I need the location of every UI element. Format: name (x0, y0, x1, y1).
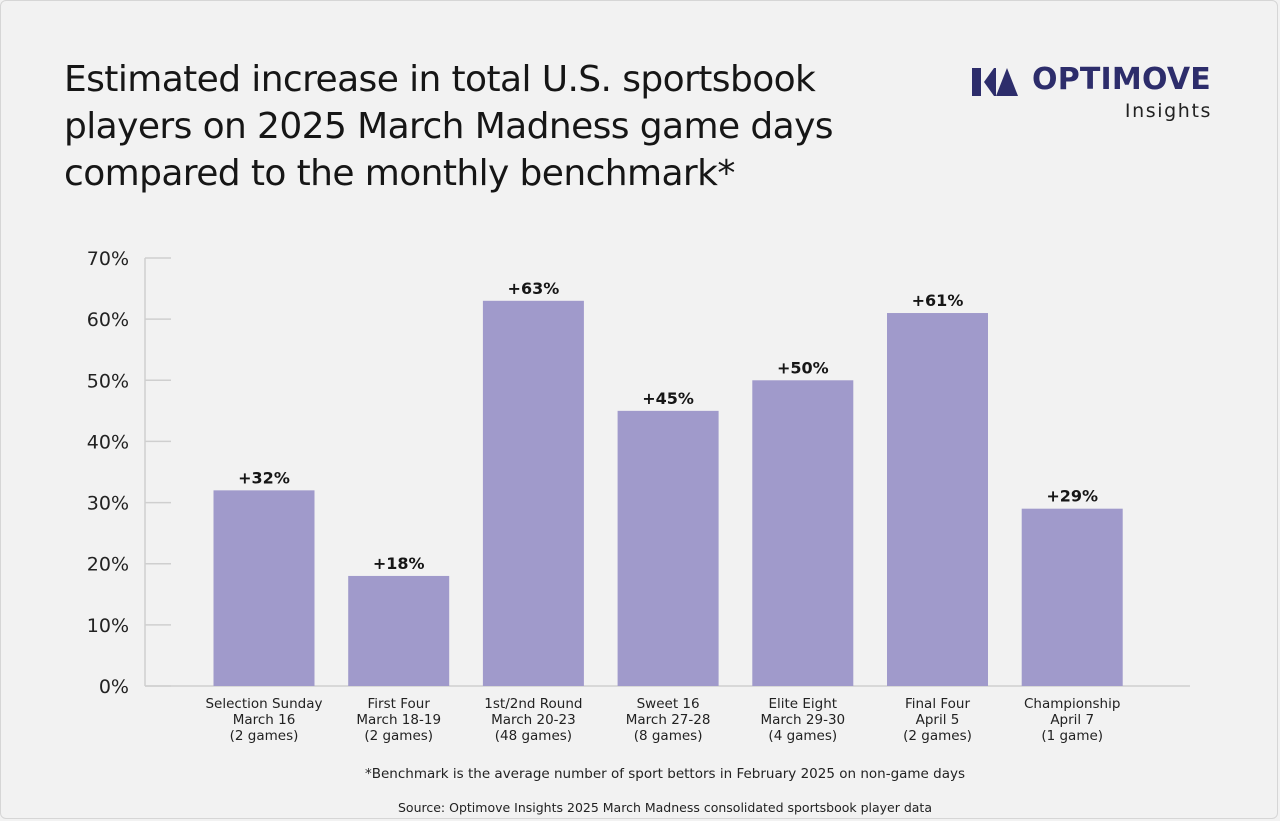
x-tick-label: March 20-23 (491, 712, 576, 728)
logo-sub-text: Insights (1124, 100, 1212, 122)
x-tick-label: Final Four (905, 696, 971, 712)
source-footnote: Source: Optimove Insights 2025 March Mad… (398, 800, 932, 815)
benchmark-footnote: *Benchmark is the average number of spor… (364, 766, 966, 782)
y-tick-label: 10% (87, 615, 129, 637)
y-tick-label: 70% (87, 248, 129, 270)
bar (348, 575, 450, 686)
bar (887, 313, 988, 686)
bar-chart: 0% 10% 20% 30% 40% 50% 60% 70% +32% Selection Sun… (87, 248, 1190, 744)
bar-data-label: +61% (912, 291, 964, 310)
x-tick-label: (2 games) (230, 728, 299, 744)
x-tick-label: Selection Sunday (205, 696, 322, 712)
bar (213, 490, 315, 686)
x-tick-label: (2 games) (364, 728, 433, 744)
x-tick-label: March 27-28 (626, 712, 711, 728)
bar (482, 300, 584, 686)
x-tick-label: April 7 (1050, 712, 1094, 728)
chart-title-line-2: players on 2025 March Madness game days (64, 106, 834, 147)
optimove-logo: OPTIMOVE Insights (972, 62, 1218, 126)
bar-data-label: +50% (777, 358, 829, 377)
chart-title-line-3: compared to the monthly benchmark* (64, 153, 735, 194)
y-tick-label: 40% (87, 431, 129, 453)
chart-title-line-1: Estimated increase in total U.S. sportsb… (64, 59, 816, 100)
bar (752, 380, 854, 686)
y-tick-label: 0% (99, 676, 129, 698)
bar-data-label: +45% (642, 389, 694, 408)
bar (1021, 508, 1123, 686)
x-tick-label: (8 games) (634, 728, 703, 744)
logo-brand-text: OPTIMOVE (1032, 62, 1211, 97)
x-tick-label: (4 games) (768, 728, 837, 744)
x-tick-label: (48 games) (495, 728, 572, 744)
chart-title: Estimated increase in total U.S. sportsb… (64, 56, 924, 197)
x-tick-label: April 5 (916, 712, 960, 728)
bar-data-label: +29% (1046, 487, 1098, 506)
x-tick-label: 1st/2nd Round (484, 696, 582, 712)
x-tick-label: Sweet 16 (637, 696, 700, 712)
x-tick-label: (1 game) (1041, 728, 1103, 744)
x-tick-label: Championship (1024, 696, 1120, 712)
bar-data-label: +32% (238, 468, 290, 487)
x-tick-label: First Four (368, 696, 431, 712)
x-tick-label: March 18-19 (356, 712, 441, 728)
bar (617, 410, 719, 686)
x-tick-label: Elite Eight (768, 696, 837, 712)
y-tick-label: 60% (87, 309, 129, 331)
optimove-logo-mark-icon (972, 68, 1018, 96)
bar-data-label: +63% (508, 279, 560, 298)
x-tick-label: March 16 (233, 712, 296, 728)
x-tick-label: March 29-30 (760, 712, 845, 728)
bar-data-label: +18% (373, 554, 425, 573)
y-tick-label: 30% (87, 493, 129, 515)
x-tick-label: (2 games) (903, 728, 972, 744)
y-tick-label: 50% (87, 370, 129, 392)
y-tick-label: 20% (87, 554, 129, 576)
